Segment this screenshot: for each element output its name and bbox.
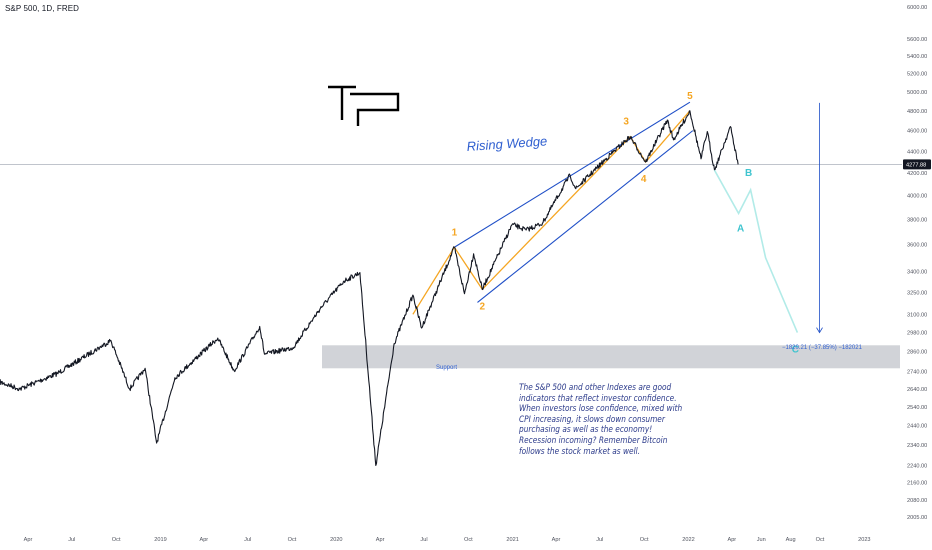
y-tick-label: 5200.00 xyxy=(907,72,927,78)
wave-label-3: 3 xyxy=(623,117,629,128)
x-tick-label: Jul xyxy=(596,537,603,543)
wave-label-1: 1 xyxy=(452,227,458,238)
wave-label-2: 2 xyxy=(480,301,486,312)
x-tick-label: Jun xyxy=(757,537,766,543)
y-tick-label: 3400.00 xyxy=(907,269,927,275)
y-tick-label: 3100.00 xyxy=(907,312,927,318)
wave-label-5: 5 xyxy=(687,91,693,102)
x-tick-label: 2022 xyxy=(682,537,694,543)
y-tick-label: 2640.00 xyxy=(907,387,927,393)
y-tick-label: 4800.00 xyxy=(907,109,927,115)
y-tick-label: 2160.00 xyxy=(907,480,927,486)
y-tick-label: 4200.00 xyxy=(907,171,927,177)
x-tick-label: 2023 xyxy=(858,537,870,543)
current-price-label: 4277.88 xyxy=(906,163,926,169)
y-tick-label: 5000.00 xyxy=(907,90,927,96)
y-tick-label: 5400.00 xyxy=(907,54,927,60)
x-tick-label: 2019 xyxy=(154,537,166,543)
x-tick-label: 2021 xyxy=(506,537,518,543)
y-tick-label: 2340.00 xyxy=(907,443,927,449)
x-tick-label: Oct xyxy=(816,537,825,543)
y-tick-label: 2080.00 xyxy=(907,498,927,504)
projection-label-A: A xyxy=(737,223,744,234)
y-tick-label: 2005.00 xyxy=(907,515,927,521)
x-tick-label: 2020 xyxy=(330,537,342,543)
wedge-upper-line xyxy=(454,101,691,248)
y-tick-label: 2740.00 xyxy=(907,370,927,376)
y-tick-label: 2440.00 xyxy=(907,424,927,430)
wave-label-4: 4 xyxy=(641,174,647,185)
x-tick-label: Oct xyxy=(288,537,297,543)
x-tick-label: Oct xyxy=(112,537,121,543)
x-tick-label: Oct xyxy=(640,537,649,543)
x-tick-label: Apr xyxy=(552,537,561,543)
support-zone xyxy=(322,345,900,369)
projection-label-B: B xyxy=(745,168,752,179)
price-series-line xyxy=(0,110,739,466)
x-tick-label: Jul xyxy=(420,537,427,543)
current-price-badge xyxy=(903,159,931,170)
y-tick-label: 2980.00 xyxy=(907,331,927,337)
analysis-note: The S&P 500 and other Indexes are good i… xyxy=(519,383,683,457)
y-tick-label: 4000.00 xyxy=(907,194,927,200)
x-tick-label: Apr xyxy=(376,537,385,543)
projection-path xyxy=(713,169,799,333)
measurement-label: −1820.21 (−37.85%) −182021 xyxy=(782,345,863,351)
y-tick-label: 2540.00 xyxy=(907,405,927,411)
y-tick-label: 2860.00 xyxy=(907,350,927,356)
x-tick-label: Jul xyxy=(68,537,75,543)
x-tick-label: Oct xyxy=(464,537,473,543)
chart-title: S&P 500, 1D, FRED xyxy=(5,4,80,13)
y-tick-label: 4400.00 xyxy=(907,149,927,155)
x-tick-label: Apr xyxy=(727,537,736,543)
rising-wedge-label: Rising Wedge xyxy=(466,133,548,154)
measure-arrowhead xyxy=(816,327,823,334)
x-tick-label: Aug xyxy=(786,537,796,543)
y-tick-label: 2240.00 xyxy=(907,463,927,469)
y-tick-label: 3600.00 xyxy=(907,243,927,249)
wedge-lower-line xyxy=(477,130,694,303)
elliott-wave-path xyxy=(412,110,691,315)
support-label: Support xyxy=(436,365,457,371)
y-tick-label: 3250.00 xyxy=(907,290,927,296)
x-tick-label: Jul xyxy=(244,537,251,543)
y-tick-label: 4600.00 xyxy=(907,129,927,135)
tp-logo-icon xyxy=(328,85,400,126)
y-tick-label: 3800.00 xyxy=(907,218,927,224)
y-tick-label: 6000.00 xyxy=(907,5,927,11)
x-tick-label: Apr xyxy=(199,537,208,543)
y-tick-label: 5600.00 xyxy=(907,37,927,43)
projection-label-C: C xyxy=(792,345,799,356)
x-tick-label: Apr xyxy=(24,537,33,543)
